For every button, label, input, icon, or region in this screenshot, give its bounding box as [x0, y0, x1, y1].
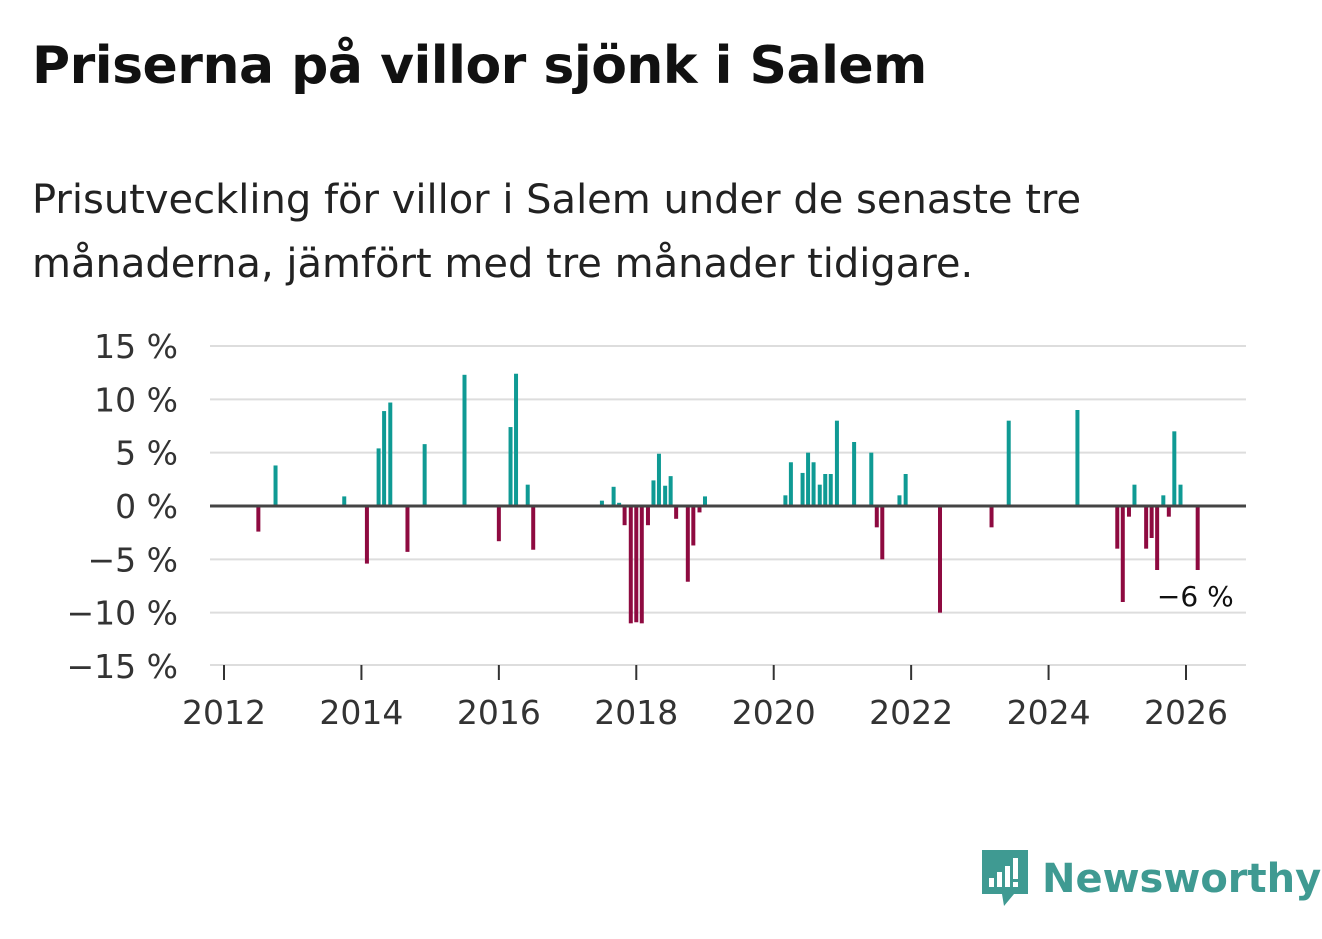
x-tick-label: 2020 — [732, 693, 816, 732]
y-tick-label: 15 % — [94, 327, 178, 366]
bar-positive — [828, 474, 833, 506]
bar-negative — [691, 506, 696, 546]
bar-positive — [817, 484, 822, 506]
bar-positive — [1075, 410, 1080, 506]
bar-negative — [880, 506, 885, 560]
chart-subtitle: Prisutveckling för villor i Salem under … — [32, 177, 1082, 287]
y-tick-label: 0 % — [115, 487, 178, 526]
newsworthy-brand[interactable]: Newsworthy — [980, 848, 1321, 910]
bar-negative — [364, 506, 369, 564]
bar-positive — [869, 452, 874, 506]
bar-positive — [897, 495, 902, 506]
bar-positive — [783, 495, 788, 506]
bar-negative — [874, 506, 879, 528]
y-tick-label: −10 % — [67, 594, 179, 633]
bar-negative — [628, 506, 633, 624]
bar-positive — [703, 496, 707, 506]
chart-title: Priserna på villor sjönk i Salem — [32, 36, 927, 96]
bar-positive — [376, 448, 381, 506]
bar-positive — [462, 374, 467, 506]
y-tick-label: 10 % — [94, 380, 178, 419]
bar-negative — [685, 506, 690, 582]
bar-positive — [1172, 431, 1177, 506]
bar-positive — [663, 485, 668, 506]
bar-negative — [639, 506, 644, 624]
bar-positive — [806, 452, 811, 506]
bar-negative — [1155, 506, 1160, 570]
bar-positive — [668, 476, 673, 506]
bar-positive — [342, 496, 347, 506]
bar-negative — [938, 506, 943, 613]
bar-positive — [1132, 484, 1137, 506]
bar-negative — [1166, 506, 1171, 517]
bar-positive — [788, 462, 793, 506]
bar-positive — [422, 444, 427, 506]
bar-negative — [1144, 506, 1149, 549]
x-tick-label: 2014 — [319, 693, 403, 732]
bar-negative — [496, 506, 501, 542]
bar-negative — [634, 506, 639, 623]
bar-positive — [1161, 495, 1166, 506]
bar-negative — [989, 506, 994, 528]
bar-negative — [674, 506, 679, 519]
bar-positive — [852, 442, 857, 506]
newsworthy-logo-icon — [982, 850, 1028, 906]
bar-negative — [1195, 506, 1200, 570]
y-tick-label: −15 % — [67, 647, 179, 686]
bar-positive — [903, 474, 908, 506]
last-value-label: −6 % — [1157, 580, 1234, 613]
bar-positive — [617, 502, 622, 506]
bars — [256, 373, 1200, 624]
bar-negative — [645, 506, 650, 526]
bar-negative — [1120, 506, 1125, 602]
y-tick-label: −5 % — [88, 540, 179, 579]
gridlines — [210, 345, 1246, 614]
brand-name: Newsworthy — [1042, 856, 1322, 902]
y-axis-labels: 15 % 10 % 5 % 0 % −5 % −10 % −15 % — [67, 327, 179, 686]
x-tick-label: 2016 — [457, 693, 541, 732]
bar-negative — [622, 506, 627, 526]
x-tick-label: 2026 — [1144, 693, 1228, 732]
bar-positive — [834, 420, 839, 506]
bar-positive — [382, 411, 387, 506]
bar-positive — [599, 500, 604, 506]
bar-negative — [1115, 506, 1120, 549]
bar-positive — [611, 486, 616, 506]
x-axis: 2012 2014 2016 2018 2020 2022 2024 2026 — [182, 664, 1246, 732]
bar-positive — [823, 474, 828, 506]
bar-negative — [256, 506, 261, 532]
bar-negative — [531, 506, 536, 550]
bar-positive — [514, 373, 519, 506]
bar-negative — [405, 506, 410, 552]
bar-positive — [1006, 420, 1011, 506]
annotations: −6 % — [1157, 580, 1234, 613]
bar-positive — [656, 453, 661, 506]
bar-positive — [811, 462, 816, 506]
x-tick-label: 2022 — [869, 693, 953, 732]
bar-positive — [1178, 484, 1183, 506]
bar-positive — [651, 480, 656, 506]
bar-negative — [1149, 506, 1154, 538]
bar-negative — [1126, 506, 1131, 517]
bar-negative — [697, 506, 702, 513]
y-tick-label: 5 % — [115, 434, 178, 473]
bar-positive — [525, 484, 530, 506]
bar-positive — [508, 427, 513, 506]
bar-positive — [800, 472, 805, 506]
bar-positive — [273, 465, 278, 506]
x-tick-label: 2018 — [594, 693, 678, 732]
x-tick-label: 2012 — [182, 693, 266, 732]
bar-positive — [388, 402, 393, 506]
x-tick-label: 2024 — [1007, 693, 1091, 732]
